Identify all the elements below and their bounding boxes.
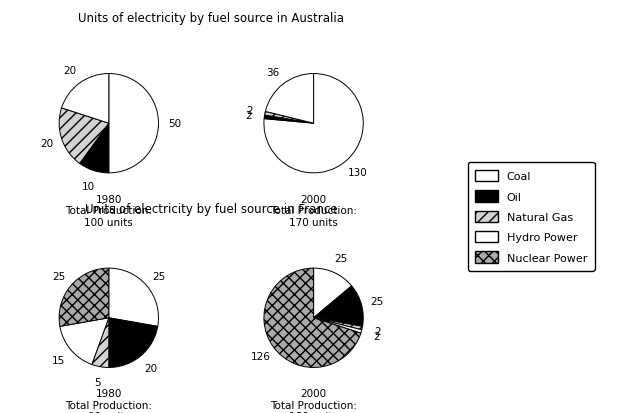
- Wedge shape: [264, 268, 361, 368]
- Text: 25: 25: [371, 296, 383, 306]
- Text: 2: 2: [245, 110, 252, 121]
- Text: 25: 25: [52, 271, 65, 281]
- Text: Units of electricity by fuel source in Australia: Units of electricity by fuel source in A…: [78, 12, 344, 25]
- Wedge shape: [59, 109, 109, 164]
- Legend: Coal, Oil, Natural Gas, Hydro Power, Nuclear Power: Coal, Oil, Natural Gas, Hydro Power, Nuc…: [468, 163, 595, 271]
- Wedge shape: [314, 268, 351, 318]
- Text: 5: 5: [94, 377, 100, 387]
- Wedge shape: [109, 74, 159, 173]
- Wedge shape: [60, 318, 109, 365]
- Text: 25: 25: [152, 271, 166, 281]
- Text: Units of electricity by fuel source in France: Units of electricity by fuel source in F…: [85, 202, 337, 215]
- Text: 50: 50: [168, 119, 181, 129]
- Text: 15: 15: [52, 355, 65, 365]
- Text: 2: 2: [373, 331, 380, 341]
- Text: 2: 2: [246, 106, 253, 116]
- Text: 25: 25: [335, 254, 348, 264]
- Text: 36: 36: [266, 67, 280, 77]
- Text: 10: 10: [82, 181, 95, 191]
- Wedge shape: [314, 318, 362, 333]
- Text: 126: 126: [251, 351, 271, 361]
- Wedge shape: [109, 318, 157, 368]
- Wedge shape: [61, 74, 109, 124]
- Text: 2000
Total Production:
180 units: 2000 Total Production: 180 units: [270, 388, 357, 413]
- Text: 2000
Total Production:
170 units: 2000 Total Production: 170 units: [270, 194, 357, 227]
- Wedge shape: [109, 268, 159, 327]
- Wedge shape: [264, 74, 364, 173]
- Text: 2: 2: [374, 327, 381, 337]
- Text: 20: 20: [64, 66, 77, 76]
- Wedge shape: [59, 268, 109, 327]
- Wedge shape: [314, 286, 364, 327]
- Wedge shape: [92, 318, 109, 368]
- Wedge shape: [266, 74, 314, 124]
- Text: 1980
Total Production:
100 units: 1980 Total Production: 100 units: [65, 194, 152, 227]
- Wedge shape: [264, 116, 314, 124]
- Text: 20: 20: [40, 139, 53, 149]
- Text: 130: 130: [348, 167, 367, 177]
- Text: 20: 20: [145, 363, 157, 373]
- Wedge shape: [79, 124, 109, 173]
- Wedge shape: [264, 112, 314, 124]
- Wedge shape: [314, 318, 362, 330]
- Text: 1980
Total Production:
90 units: 1980 Total Production: 90 units: [65, 388, 152, 413]
